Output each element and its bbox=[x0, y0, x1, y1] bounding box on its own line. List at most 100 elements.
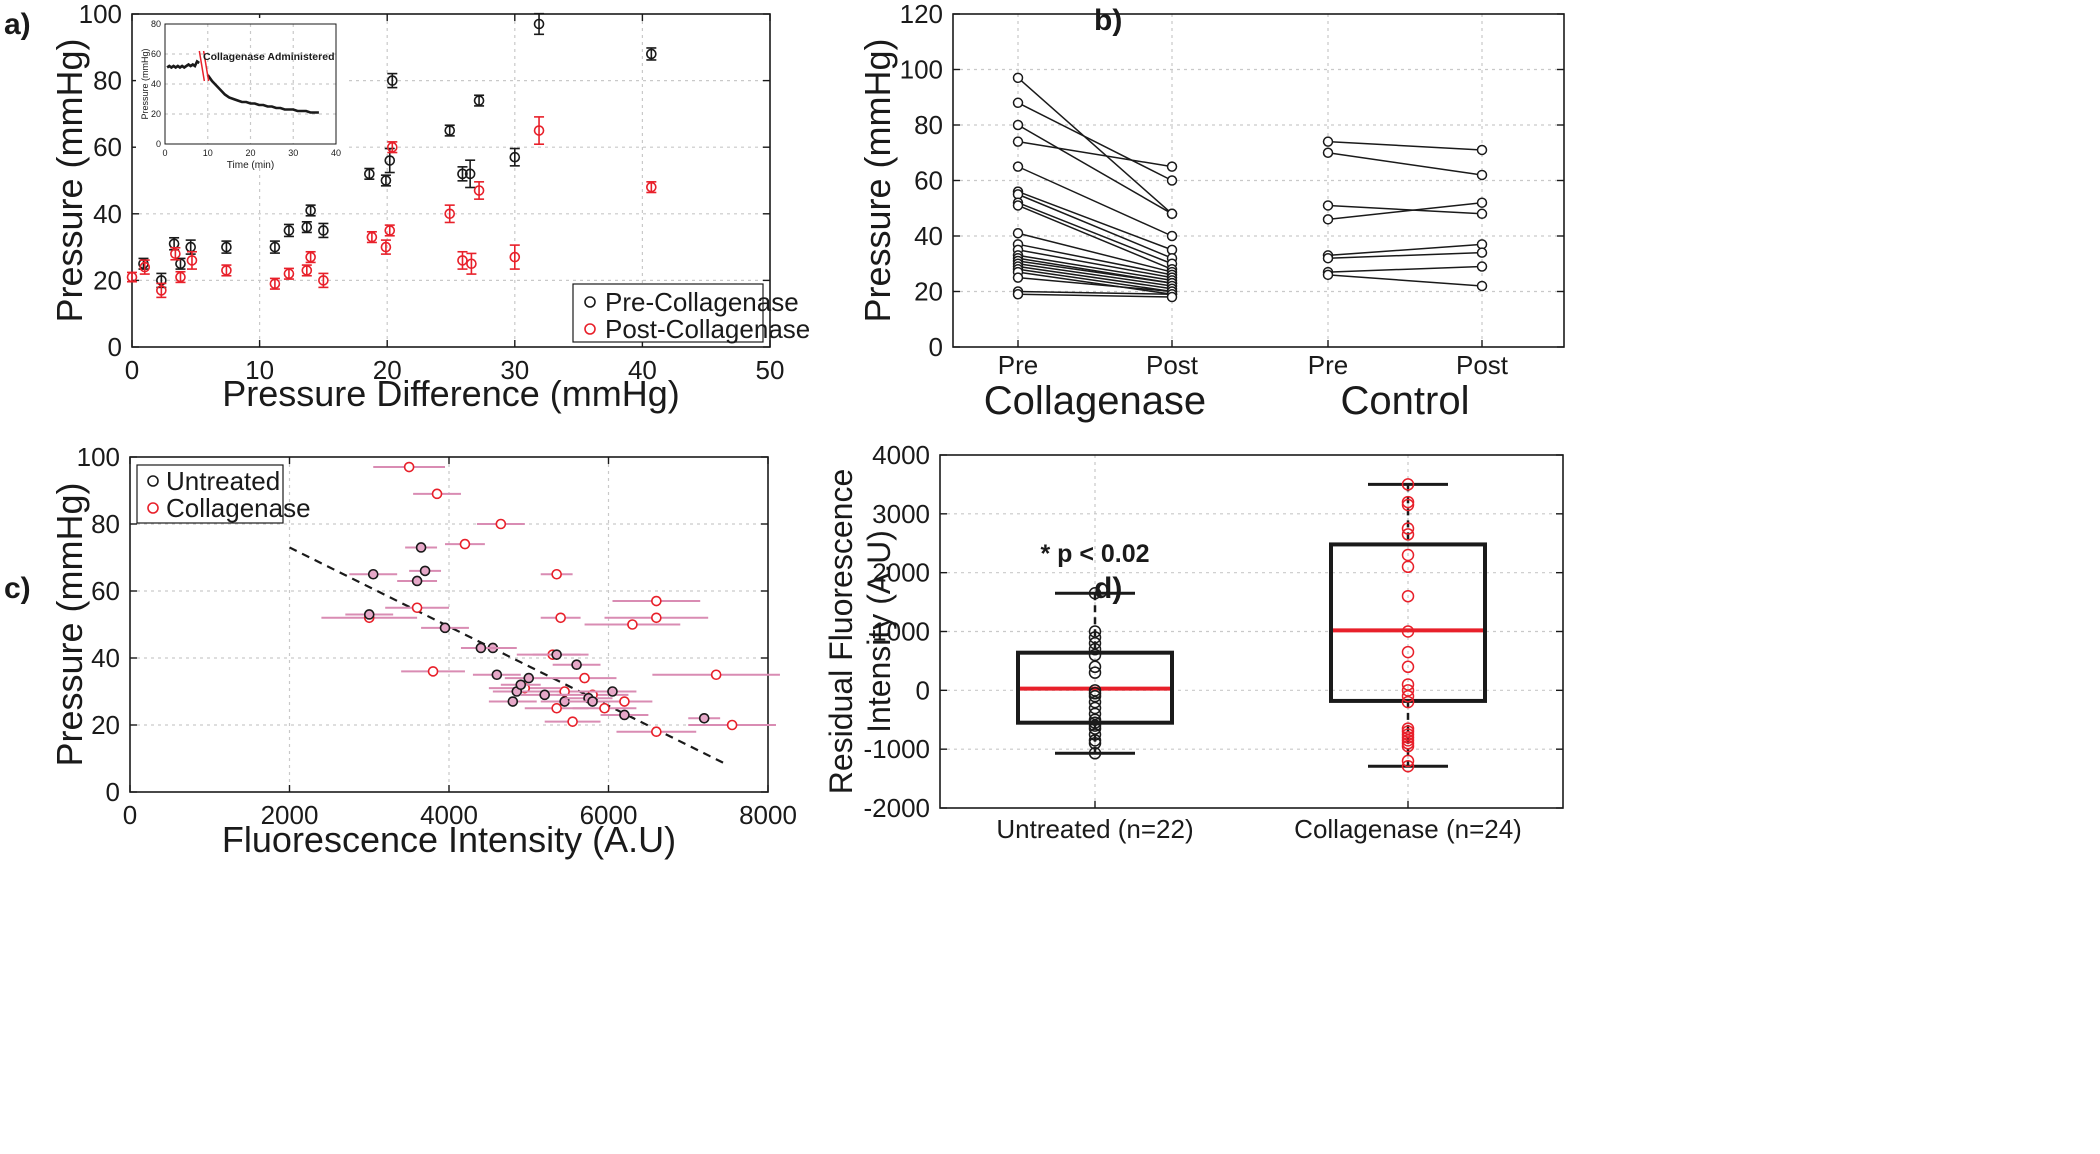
data-point bbox=[520, 689, 569, 701]
marker-post bbox=[1166, 175, 1178, 186]
data-point bbox=[387, 72, 398, 89]
panel-label-b: b) bbox=[1094, 4, 1122, 37]
marker bbox=[599, 702, 610, 714]
inset-curve-before bbox=[166, 59, 200, 70]
y-tick-label: 0 bbox=[916, 675, 930, 705]
data-point bbox=[688, 712, 721, 724]
data-point bbox=[385, 602, 449, 614]
legend-label: Pre-Collagenase bbox=[605, 287, 799, 317]
data-point bbox=[504, 672, 553, 684]
connector-line bbox=[1017, 249, 1173, 279]
paired-line bbox=[1322, 136, 1488, 156]
paired-line bbox=[1322, 200, 1488, 220]
data-point bbox=[318, 222, 329, 239]
y-tick-label: 40 bbox=[914, 221, 943, 251]
marker bbox=[571, 659, 582, 671]
connector-line bbox=[1017, 124, 1173, 215]
marker bbox=[567, 716, 578, 727]
connector-line bbox=[1327, 274, 1483, 287]
connector-line bbox=[1017, 290, 1173, 296]
data-point bbox=[1088, 747, 1102, 760]
marker bbox=[301, 265, 313, 276]
marker bbox=[459, 538, 471, 550]
connector-line bbox=[1017, 232, 1173, 273]
marker bbox=[651, 595, 662, 607]
x-tick-label: Post bbox=[1146, 350, 1199, 380]
x-tick-label: 30 bbox=[500, 355, 529, 385]
x-axis-label: Fluorescence Intensity (A.U) bbox=[222, 819, 676, 860]
data-point bbox=[349, 568, 398, 580]
paired-line bbox=[1012, 186, 1178, 256]
data-point bbox=[221, 264, 232, 277]
y-tick-label: 60 bbox=[91, 576, 120, 606]
marker bbox=[283, 225, 295, 236]
y-tick-label: 0 bbox=[106, 777, 120, 807]
data-point bbox=[283, 267, 295, 280]
marker-post bbox=[1166, 230, 1178, 242]
data-point bbox=[1401, 625, 1415, 638]
data-point bbox=[318, 272, 329, 289]
y-tick-label: 0 bbox=[108, 332, 122, 362]
connector-line bbox=[1017, 268, 1173, 293]
marker-pre bbox=[1012, 119, 1024, 131]
data-point bbox=[646, 181, 657, 194]
marker-post bbox=[1166, 161, 1178, 172]
y-axis-label: Residual FluorescenceIntensity (A.U) bbox=[823, 469, 897, 795]
data-point bbox=[364, 167, 375, 180]
data-point bbox=[305, 204, 316, 217]
marker bbox=[384, 225, 396, 236]
connector-line bbox=[1017, 190, 1173, 251]
inset-y-tick-label: 20 bbox=[151, 109, 161, 119]
data-point bbox=[380, 239, 392, 255]
data-point bbox=[457, 166, 468, 182]
data-point bbox=[688, 719, 776, 731]
marker bbox=[495, 518, 507, 530]
connector-line bbox=[1017, 254, 1173, 282]
inset-frame bbox=[164, 23, 337, 145]
data-point bbox=[373, 461, 446, 473]
marker bbox=[457, 168, 468, 180]
data-point bbox=[552, 659, 601, 671]
data-point bbox=[600, 709, 649, 721]
paired-line bbox=[1012, 72, 1178, 220]
legend-box bbox=[572, 283, 764, 343]
data-point bbox=[1401, 528, 1415, 541]
data-point bbox=[413, 488, 461, 500]
x-tick-label: 20 bbox=[373, 355, 402, 385]
marker bbox=[411, 602, 423, 614]
y-tick-label: 2000 bbox=[872, 558, 930, 588]
paired-line bbox=[1322, 197, 1488, 225]
marker bbox=[533, 18, 545, 30]
x-tick-label: Post bbox=[1456, 350, 1509, 380]
marker bbox=[221, 265, 232, 276]
paired-line bbox=[1012, 161, 1178, 242]
data-point bbox=[533, 12, 545, 36]
connector-line bbox=[1327, 204, 1483, 215]
x-tick-label: Pre bbox=[1308, 350, 1348, 380]
marker bbox=[431, 488, 443, 500]
inset-y-tick-label: 60 bbox=[151, 49, 161, 59]
marker bbox=[444, 208, 456, 220]
data-point bbox=[1088, 737, 1102, 750]
data-point bbox=[1401, 589, 1415, 603]
marker bbox=[607, 686, 618, 697]
data-point bbox=[540, 568, 573, 580]
data-point bbox=[532, 649, 581, 660]
series-post bbox=[126, 116, 657, 299]
marker bbox=[221, 241, 232, 253]
y-tick-label: 0 bbox=[929, 332, 943, 362]
marker bbox=[523, 672, 535, 684]
y-tick-label: 60 bbox=[914, 166, 943, 196]
y-tick-label: -2000 bbox=[864, 793, 931, 823]
data-point bbox=[444, 204, 456, 224]
data-point bbox=[401, 666, 465, 677]
connector-line bbox=[1327, 152, 1483, 176]
iqr-box bbox=[1329, 542, 1487, 703]
y-axis-label: Pressure (mmHg) bbox=[49, 482, 90, 766]
y-tick-label: 80 bbox=[91, 509, 120, 539]
connector-line bbox=[1017, 165, 1173, 237]
connector-line bbox=[1017, 276, 1173, 293]
y-axis-label: Pressure (mmHg) bbox=[49, 38, 90, 322]
data-point bbox=[464, 159, 476, 189]
